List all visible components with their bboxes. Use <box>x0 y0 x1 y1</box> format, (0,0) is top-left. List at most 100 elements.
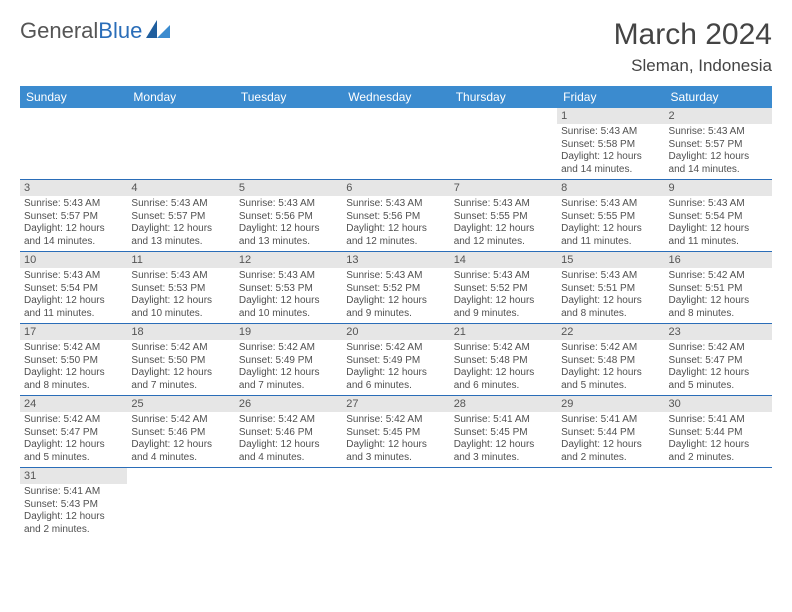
daylight-text: and 9 minutes. <box>454 308 553 321</box>
calendar-cell: 31 Sunrise: 5:41 AMSunset: 5:43 PMDayligh… <box>20 468 127 540</box>
day-number: 31 <box>20 468 127 484</box>
sunset-text: Sunset: 5:49 PM <box>239 355 338 368</box>
calendar-body: 1 Sunrise: 5:43 AM Sunset: 5:58 PM Daylight… <box>20 108 772 539</box>
daylight-text: Daylight: 12 hours <box>561 367 660 380</box>
daylight-text: Daylight: 12 hours <box>561 439 660 452</box>
daylight-text: and 9 minutes. <box>346 308 445 321</box>
daylight-text: and 2 minutes. <box>669 452 768 465</box>
daylight-text: Daylight: 12 hours <box>24 439 123 452</box>
sunrise-text: Sunrise: 5:43 AM <box>561 270 660 283</box>
calendar-row: 3Sunrise: 5:43 AMSunset: 5:57 PMDaylight… <box>20 180 772 252</box>
sunrise-text: Sunrise: 5:43 AM <box>24 270 123 283</box>
daylight-text: Daylight: 12 hours <box>669 367 768 380</box>
sunset-text: Sunset: 5:51 PM <box>669 283 768 296</box>
daylight-text: Daylight: 12 hours <box>239 295 338 308</box>
calendar-cell: 2Sunrise: 5:43 AMSunset: 5:57 PMDaylight… <box>665 108 772 180</box>
calendar-cell: 21Sunrise: 5:42 AMSunset: 5:48 PMDayligh… <box>450 324 557 396</box>
daylight-text: and 10 minutes. <box>239 308 338 321</box>
calendar-row: 24Sunrise: 5:42 AMSunset: 5:47 PMDayligh… <box>20 396 772 468</box>
brand-part1: General <box>20 18 98 44</box>
sunset-text: Sunset: 5:53 PM <box>131 283 230 296</box>
sunset-text: Sunset: 5:44 PM <box>561 427 660 440</box>
daylight-text: and 6 minutes. <box>454 380 553 393</box>
daylight-text: Daylight: 12 hours <box>24 511 123 524</box>
sunset-text: Sunset: 5:50 PM <box>131 355 230 368</box>
day-number: 13 <box>342 252 449 268</box>
day-number: 12 <box>235 252 342 268</box>
sunset-text: Sunset: 5:48 PM <box>454 355 553 368</box>
daylight-text: Daylight: 12 hours <box>346 223 445 236</box>
calendar-row: 10Sunrise: 5:43 AMSunset: 5:54 PMDayligh… <box>20 252 772 324</box>
day-number: 28 <box>450 396 557 412</box>
weekday-header-row: Sunday Monday Tuesday Wednesday Thursday… <box>20 86 772 108</box>
daylight-text: Daylight: 12 hours <box>24 367 123 380</box>
calendar-cell: 14Sunrise: 5:43 AMSunset: 5:52 PMDayligh… <box>450 252 557 324</box>
calendar-cell <box>450 468 557 540</box>
daylight-text: Daylight: 12 hours <box>24 223 123 236</box>
daylight-text: and 8 minutes. <box>669 308 768 321</box>
daylight-text: Daylight: 12 hours <box>454 439 553 452</box>
daylight-text: and 6 minutes. <box>346 380 445 393</box>
calendar-cell: 22Sunrise: 5:42 AMSunset: 5:48 PMDayligh… <box>557 324 664 396</box>
sunrise-text: Sunrise: 5:43 AM <box>239 198 338 211</box>
calendar-cell: 4Sunrise: 5:43 AMSunset: 5:57 PMDaylight… <box>127 180 234 252</box>
sunrise-text: Sunrise: 5:41 AM <box>24 486 123 499</box>
daylight-text: and 5 minutes. <box>561 380 660 393</box>
sunset-text: Sunset: 5:46 PM <box>131 427 230 440</box>
sunset-text: Sunset: 5:47 PM <box>24 427 123 440</box>
calendar-cell: 8Sunrise: 5:43 AMSunset: 5:55 PMDaylight… <box>557 180 664 252</box>
sunrise-text: Sunrise: 5:43 AM <box>561 198 660 211</box>
daylight-text: Daylight: 12 hours <box>669 223 768 236</box>
day-number: 21 <box>450 324 557 340</box>
calendar-cell: 26Sunrise: 5:42 AMSunset: 5:46 PMDayligh… <box>235 396 342 468</box>
day-number: 1 <box>557 108 664 124</box>
sunrise-text: Sunrise: 5:43 AM <box>24 198 123 211</box>
daylight-text: Daylight: 12 hours <box>131 223 230 236</box>
day-number: 3 <box>20 180 127 196</box>
sunset-text: Sunset: 5:56 PM <box>346 211 445 224</box>
daylight-text: and 12 minutes. <box>454 236 553 249</box>
daylight-text: and 4 minutes. <box>239 452 338 465</box>
day-number: 9 <box>665 180 772 196</box>
sunset-text: Sunset: 5:55 PM <box>561 211 660 224</box>
sunset-text: Sunset: 5:58 PM <box>561 139 660 152</box>
daylight-text: and 5 minutes. <box>669 380 768 393</box>
sunrise-text: Sunrise: 5:42 AM <box>669 342 768 355</box>
daylight-text: and 3 minutes. <box>454 452 553 465</box>
sunrise-text: Sunrise: 5:41 AM <box>454 414 553 427</box>
day-number: 16 <box>665 252 772 268</box>
calendar-cell: 19Sunrise: 5:42 AMSunset: 5:49 PMDayligh… <box>235 324 342 396</box>
daylight-text: and 12 minutes. <box>346 236 445 249</box>
sunset-text: Sunset: 5:43 PM <box>24 499 123 512</box>
location: Sleman, Indonesia <box>614 56 772 76</box>
sunset-text: Sunset: 5:55 PM <box>454 211 553 224</box>
calendar-table: Sunday Monday Tuesday Wednesday Thursday… <box>20 86 772 539</box>
sunset-text: Sunset: 5:52 PM <box>454 283 553 296</box>
day-number: 22 <box>557 324 664 340</box>
sunset-text: Sunset: 5:49 PM <box>346 355 445 368</box>
sunrise-text: Sunrise: 5:43 AM <box>669 198 768 211</box>
calendar-cell: 12Sunrise: 5:43 AMSunset: 5:53 PMDayligh… <box>235 252 342 324</box>
sunrise-text: Sunrise: 5:43 AM <box>454 270 553 283</box>
daylight-text: Daylight: 12 hours <box>131 367 230 380</box>
day-number: 11 <box>127 252 234 268</box>
daylight-text: and 10 minutes. <box>131 308 230 321</box>
daylight-text: Daylight: 12 hours <box>561 295 660 308</box>
calendar-cell: 27Sunrise: 5:42 AMSunset: 5:45 PMDayligh… <box>342 396 449 468</box>
calendar-cell <box>557 468 664 540</box>
daylight-text: Daylight: 12 hours <box>669 295 768 308</box>
day-number: 20 <box>342 324 449 340</box>
sunrise-text: Sunrise: 5:43 AM <box>454 198 553 211</box>
sunrise-text: Sunrise: 5:43 AM <box>239 270 338 283</box>
day-number: 27 <box>342 396 449 412</box>
sunrise-text: Sunrise: 5:42 AM <box>24 414 123 427</box>
sunset-text: Sunset: 5:48 PM <box>561 355 660 368</box>
daylight-text: Daylight: 12 hours <box>669 439 768 452</box>
daylight-text: Daylight: 12 hours <box>454 367 553 380</box>
daylight-text: Daylight: 12 hours <box>346 367 445 380</box>
calendar-cell: 24Sunrise: 5:42 AMSunset: 5:47 PMDayligh… <box>20 396 127 468</box>
day-number: 26 <box>235 396 342 412</box>
sunrise-text: Sunrise: 5:43 AM <box>346 198 445 211</box>
calendar-cell: 6Sunrise: 5:43 AMSunset: 5:56 PMDaylight… <box>342 180 449 252</box>
sunset-text: Sunset: 5:45 PM <box>454 427 553 440</box>
